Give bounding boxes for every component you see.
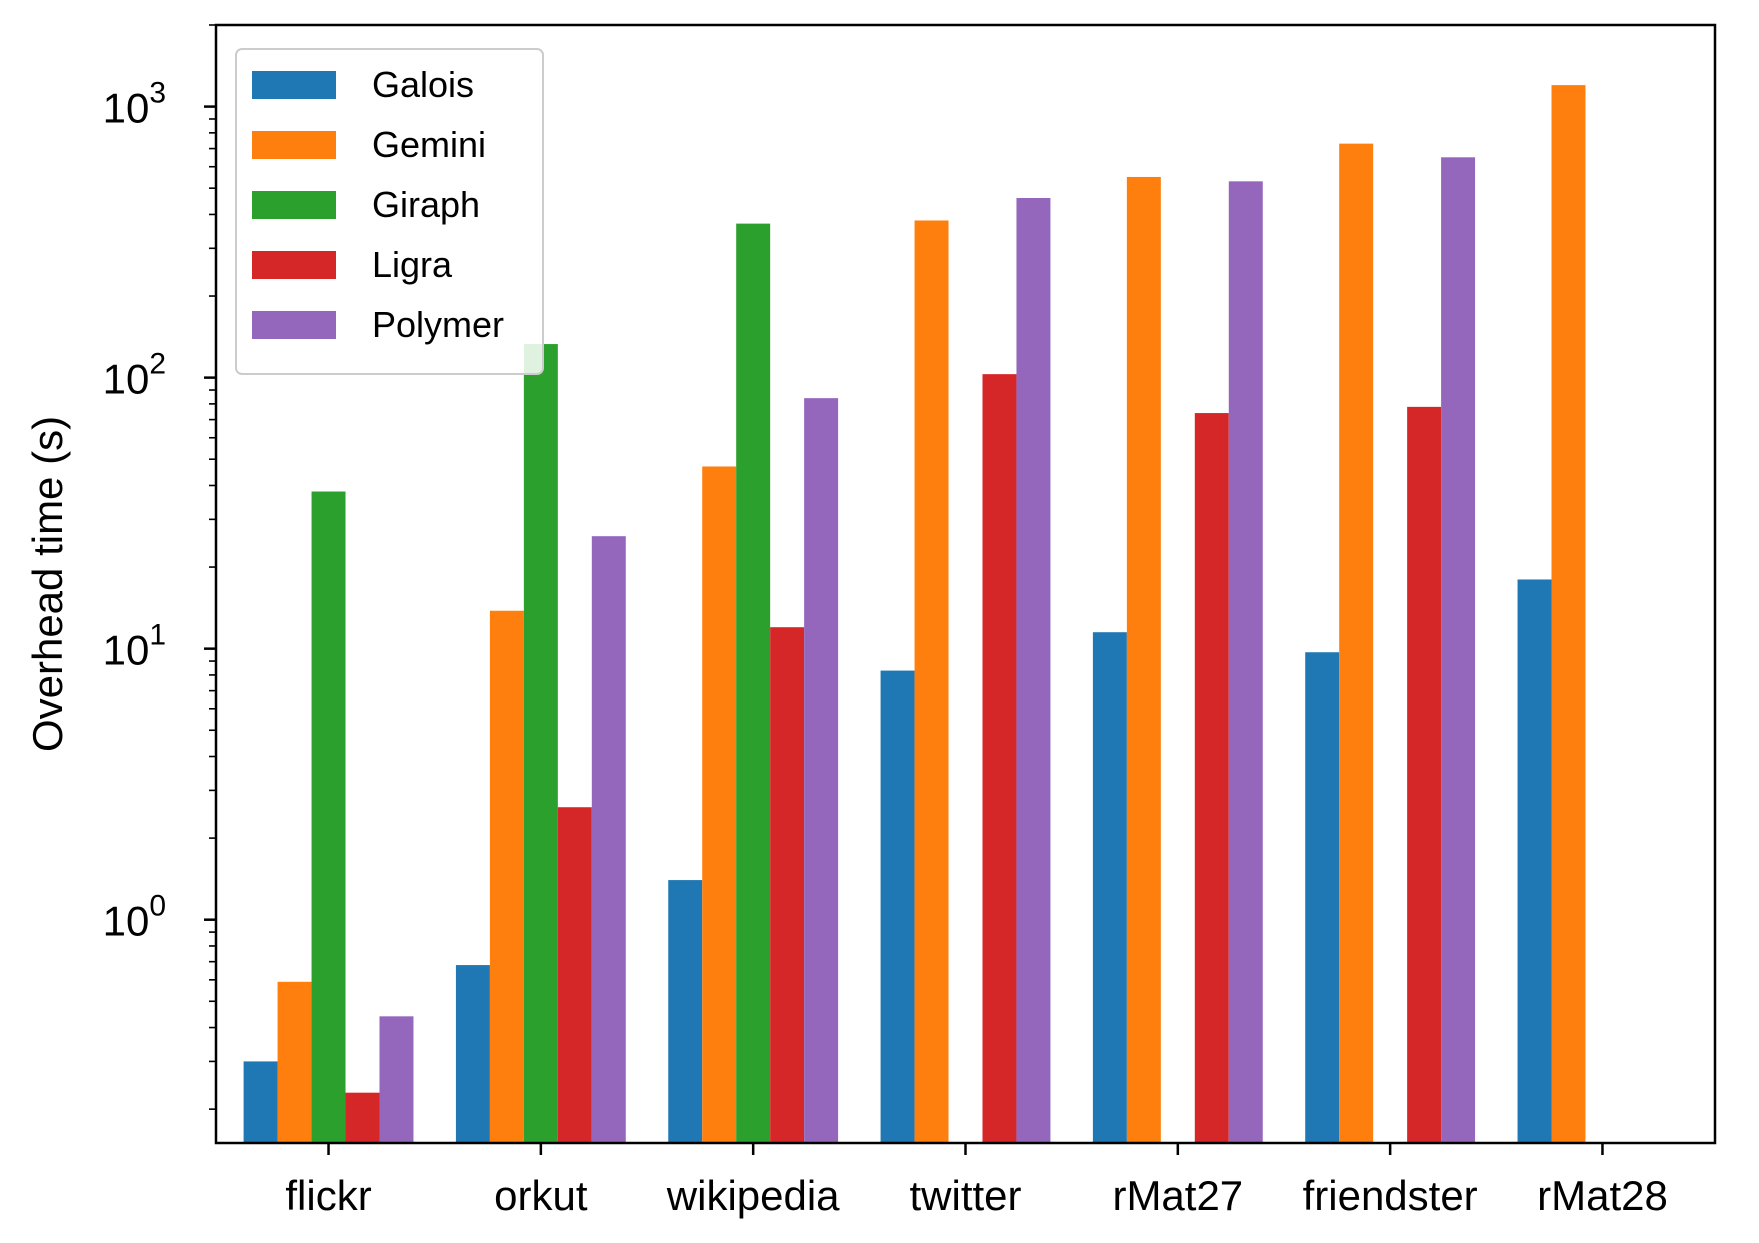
x-tick-label: friendster	[1303, 1172, 1478, 1219]
x-tick-label: flickr	[285, 1172, 371, 1219]
bar-gemini-rmat27	[1126, 176, 1161, 1143]
legend-box	[235, 48, 544, 375]
bar-gemini-rmat28	[1551, 85, 1586, 1143]
bar-polymer-flickr	[379, 1016, 414, 1143]
legend-swatch-giraph	[252, 191, 336, 219]
bar-ligra-flickr	[345, 1092, 380, 1143]
legend-swatch-ligra	[252, 251, 336, 279]
legend-label-giraph: Giraph	[372, 184, 480, 225]
y-tick-label: 103	[103, 77, 166, 132]
y-axis-label: Overhead time (s)	[24, 416, 71, 752]
bar-galois-twitter	[880, 670, 915, 1143]
x-tick-label: rMat28	[1537, 1172, 1668, 1219]
y-axis: 100 101 102 103	[103, 24, 216, 1110]
legend-swatch-polymer	[252, 311, 336, 339]
bar-ligra-orkut	[557, 807, 592, 1143]
bar-gemini-wikipedia	[702, 466, 737, 1143]
legend: Galois Gemini Giraph Ligra Polymer	[235, 48, 544, 375]
legend-swatch-galois	[252, 71, 336, 99]
bar-ligra-friendster	[1407, 406, 1442, 1143]
bar-galois-rmat28	[1517, 579, 1552, 1143]
bar-ligra-rmat27	[1194, 413, 1229, 1143]
legend-label-gemini: Gemini	[372, 124, 486, 165]
bar-gemini-twitter	[914, 220, 949, 1143]
legend-label-polymer: Polymer	[372, 304, 504, 345]
bar-polymer-orkut	[591, 536, 626, 1143]
x-tick-label: twitter	[909, 1172, 1021, 1219]
bar-galois-rmat27	[1092, 632, 1127, 1143]
bar-gemini-friendster	[1339, 143, 1374, 1143]
bar-polymer-rmat27	[1228, 181, 1263, 1143]
bar-galois-orkut	[455, 965, 490, 1143]
bar-giraph-orkut	[523, 344, 558, 1143]
legend-swatch-gemini	[252, 131, 336, 159]
bar-giraph-flickr	[311, 491, 346, 1144]
bar-polymer-friendster	[1441, 157, 1476, 1143]
bar-gemini-flickr	[277, 981, 312, 1143]
bars-layer	[243, 85, 1586, 1144]
legend-label-galois: Galois	[372, 64, 474, 105]
bar-giraph-wikipedia	[736, 223, 771, 1144]
bar-ligra-twitter	[982, 374, 1017, 1143]
y-tick-label: 102	[103, 348, 166, 403]
x-tick-label: rMat27	[1112, 1172, 1243, 1219]
bar-ligra-wikipedia	[770, 627, 805, 1143]
legend-label-ligra: Ligra	[372, 244, 453, 285]
bar-galois-flickr	[243, 1061, 278, 1143]
bar-gemini-orkut	[489, 610, 524, 1143]
bar-polymer-wikipedia	[804, 398, 839, 1143]
y-tick-label: 100	[103, 890, 166, 945]
x-tick-label: orkut	[494, 1172, 588, 1219]
bar-polymer-twitter	[1016, 197, 1051, 1144]
bar-galois-wikipedia	[668, 880, 703, 1143]
bar-galois-friendster	[1305, 652, 1340, 1143]
x-tick-label: wikipedia	[666, 1172, 840, 1219]
y-tick-label: 101	[103, 619, 166, 674]
x-axis: flickr orkut wikipedia twitter rMat27 friends…	[285, 1143, 1668, 1219]
